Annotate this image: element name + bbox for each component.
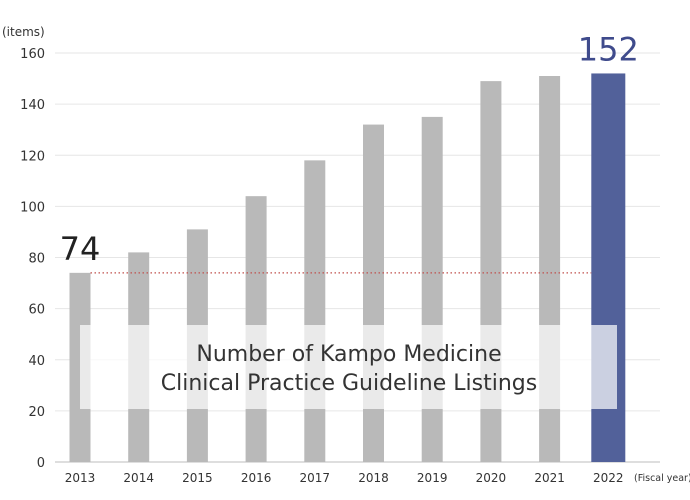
x-tick-2021: 2021 — [534, 471, 565, 485]
x-tick-2015: 2015 — [182, 471, 213, 485]
y-tick-140: 140 — [20, 98, 45, 113]
x-unit-label: (Fiscal year) — [634, 473, 690, 484]
y-tick-60: 60 — [28, 303, 45, 318]
y-tick-80: 80 — [28, 252, 45, 267]
x-tick-2019: 2019 — [417, 471, 448, 485]
x-tick-2018: 2018 — [358, 471, 389, 485]
annotations: 74 152 — [60, 30, 639, 267]
y-tick-0: 0 — [37, 456, 45, 471]
x-tick-2016: 2016 — [241, 471, 272, 485]
y-tick-20: 20 — [28, 405, 45, 420]
y-tick-100: 100 — [20, 200, 45, 215]
overlay-title-line-2: Clinical Practice Guideline Listings — [161, 371, 537, 396]
y-tick-120: 120 — [20, 149, 45, 164]
x-tick-2022: 2022 — [593, 471, 624, 485]
x-tick-2013: 2013 — [65, 471, 96, 485]
data-label-2013: 74 — [60, 230, 101, 268]
overlay-title-box — [80, 325, 617, 409]
x-tick-2014: 2014 — [123, 471, 154, 485]
bar-2019 — [421, 116, 443, 462]
data-label-2022: 152 — [578, 30, 639, 68]
bar-2018 — [363, 124, 384, 462]
y-unit-label: (items) — [2, 25, 45, 39]
bar-2017 — [304, 160, 326, 463]
x-tick-labels: 2013 2014 2015 2016 2017 2018 2019 2020 2021 2022 — [65, 471, 624, 485]
x-tick-2017: 2017 — [300, 471, 331, 485]
y-tick-160: 160 — [20, 47, 45, 62]
y-tick-40: 40 — [28, 354, 45, 369]
y-tick-labels: 0 20 40 60 80 100 120 140 160 — [20, 47, 45, 471]
overlay-title-line-1: Number of Kampo Medicine — [196, 342, 501, 367]
x-tick-2020: 2020 — [476, 471, 507, 485]
